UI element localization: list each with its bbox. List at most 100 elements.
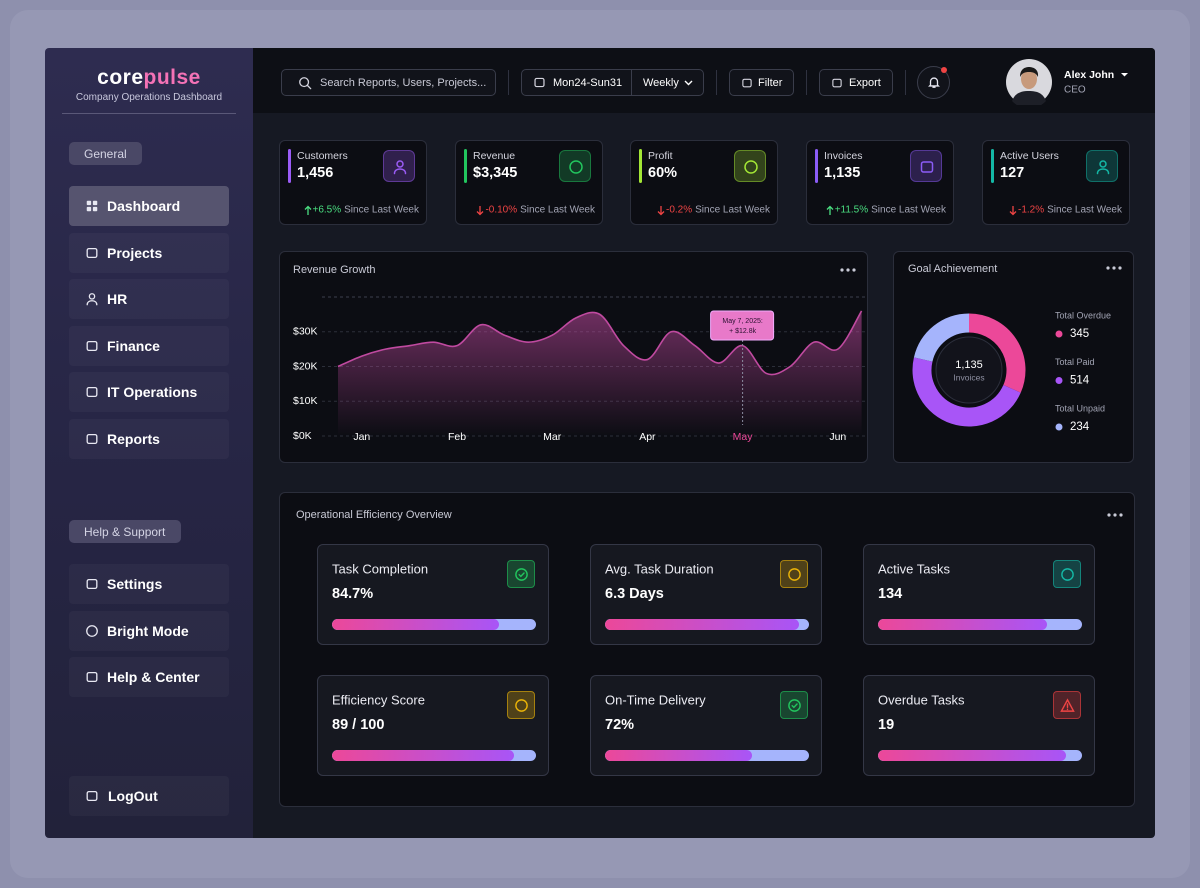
kpi-change-note: Since Last Week [520, 204, 595, 216]
separator [716, 70, 717, 95]
icon-shape [744, 160, 758, 174]
metric-card: Avg. Task Duration 6.3 Days [590, 544, 822, 645]
icon [86, 624, 98, 637]
avatar[interactable] [1006, 59, 1052, 105]
icon [788, 699, 801, 712]
metric-value: 72% [605, 717, 635, 733]
icon-shape [534, 77, 545, 88]
kpi-value: 1,135 [824, 165, 861, 181]
kpi-change: -1.2% Since Last Week [1009, 205, 1122, 216]
progress-track [332, 619, 536, 630]
icon-shape [920, 161, 934, 173]
metric-label: Avg. Task Duration [605, 561, 714, 577]
icon-shape [1060, 698, 1075, 712]
icon-shape [393, 168, 407, 175]
notification-dot [941, 67, 947, 73]
logout-button[interactable]: LogOut [69, 776, 229, 816]
nav-item[interactable]: Help & Center [69, 657, 229, 697]
metric-value: 84.7% [332, 586, 374, 602]
trend-arrow-shape [826, 205, 834, 215]
y-tick-label: $30K [293, 326, 318, 338]
icon [928, 77, 940, 88]
metric-card: Active Tasks 134 [863, 544, 1095, 645]
icon-shape [788, 699, 801, 712]
logout-label: LogOut [108, 788, 158, 804]
nav-item[interactable]: HR [69, 279, 229, 319]
x-tick-label: Jan [353, 431, 370, 443]
metric-card: Efficiency Score 89 / 100 [317, 675, 549, 776]
more-menu[interactable] [840, 267, 856, 273]
kpi-label: Invoices [824, 150, 863, 162]
nav-label: Reports [107, 431, 160, 447]
brand-accent: pulse [143, 66, 201, 89]
x-tick-label: Apr [639, 431, 656, 443]
nav-item[interactable]: Bright Mode [69, 611, 229, 651]
icon-shape [86, 206, 92, 212]
icon [1061, 568, 1074, 581]
kpi-change: +6.5% Since Last Week [304, 204, 419, 216]
search-box[interactable]: Search Reports, Users, Projects... [281, 69, 496, 96]
nav-item[interactable]: Settings [69, 564, 229, 604]
kpi-change: -0.10% Since Last Week [476, 205, 595, 216]
y-tick-label: $0K [293, 430, 312, 442]
more-menu[interactable] [1107, 512, 1123, 518]
legend-value: 514 [1070, 375, 1090, 387]
kpi-card: Revenue $3,345 -0.10% Since Last Week [455, 140, 603, 225]
kpi-icon [1086, 150, 1118, 182]
icon-shape [86, 433, 98, 445]
nav-item[interactable]: Projects [69, 233, 229, 273]
progress-bar [878, 750, 1066, 761]
tooltip-value: + $12.8k [729, 328, 757, 335]
icon-shape [86, 624, 98, 637]
user-name: Alex John [1064, 69, 1115, 81]
kpi-label: Revenue [473, 150, 516, 162]
more-dot [1107, 513, 1111, 517]
kpi-card: Invoices 1,135 +11.5% Since Last Week [806, 140, 954, 225]
more-dot [1119, 513, 1123, 517]
nav-item[interactable]: Reports [69, 419, 229, 459]
icon-shape [1099, 160, 1107, 168]
icon-shape [86, 672, 98, 683]
nav-item[interactable]: IT Operations [69, 372, 229, 412]
y-tick-label: $10K [293, 395, 318, 407]
icon [534, 77, 545, 88]
icon-shape [518, 572, 525, 578]
kpi-change-value: +6.5% [312, 204, 342, 216]
nav-item[interactable]: Dashboard [69, 186, 229, 226]
kpi-change-note: Since Last Week [695, 204, 770, 216]
filter-label: Filter [758, 77, 783, 89]
kpi-accent [991, 149, 994, 183]
icon [920, 161, 934, 173]
trend-arrow-shape [304, 205, 311, 215]
icon-shape [515, 699, 528, 712]
kpi-value: 60% [648, 165, 678, 181]
icon-shape [92, 200, 98, 206]
icon-shape [86, 790, 98, 802]
legend-value: 345 [1070, 328, 1089, 340]
progress-bar [332, 619, 500, 630]
kpi-card: Profit 60% -0.2% Since Last Week [630, 140, 778, 225]
icon [515, 568, 528, 581]
icon [86, 790, 98, 802]
date-picker[interactable]: Mon24-Sun31 Weekly [521, 69, 704, 96]
more-dot [1113, 513, 1117, 517]
kpi-icon [559, 150, 591, 182]
separator [508, 70, 509, 95]
date-divider [631, 70, 632, 95]
nav-label: Dashboard [107, 198, 181, 214]
more-menu[interactable] [1106, 265, 1122, 271]
caret[interactable] [1120, 72, 1129, 78]
nav-label: Settings [107, 576, 163, 592]
date-range: Mon24-Sun31 [553, 77, 623, 89]
filter-button[interactable]: Filter [729, 69, 794, 96]
panel-title: Operational Efficiency Overview [296, 509, 452, 521]
nav-item[interactable]: Finance [69, 326, 229, 366]
metric-label: Active Tasks [878, 561, 951, 577]
icon-shape [86, 387, 98, 398]
donut-segment [968, 313, 1026, 393]
metric-value: 19 [878, 717, 895, 733]
export-button[interactable]: Export [819, 69, 893, 96]
revenue-area [338, 310, 862, 436]
donut-segment [912, 357, 1021, 427]
kpi-change: -0.2% Since Last Week [657, 205, 770, 216]
